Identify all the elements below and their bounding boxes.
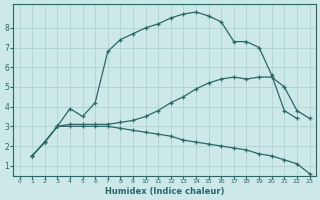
X-axis label: Humidex (Indice chaleur): Humidex (Indice chaleur) (105, 187, 224, 196)
